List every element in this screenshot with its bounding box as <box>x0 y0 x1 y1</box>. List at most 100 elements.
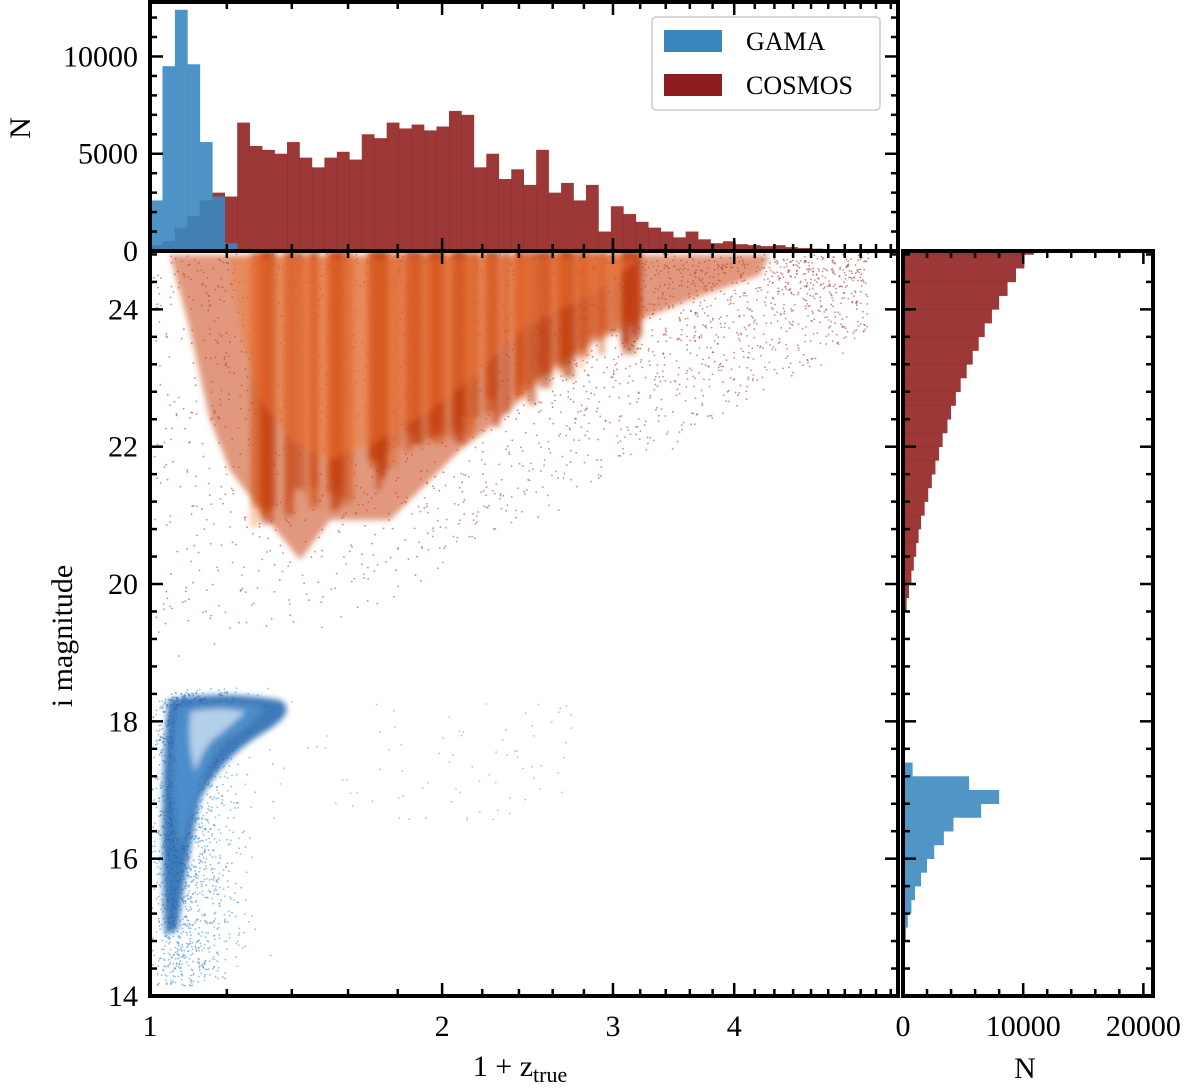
cosmos-point <box>463 498 466 501</box>
cosmos-point <box>586 454 589 457</box>
cosmos-point <box>453 476 456 478</box>
right-bar-cosmos <box>903 186 1076 200</box>
cosmos-point <box>657 420 660 422</box>
top-bar-cosmos <box>262 149 275 251</box>
cosmos-point <box>494 528 497 530</box>
cosmos-point <box>838 275 841 278</box>
cosmos-point <box>693 325 696 328</box>
gama-point <box>214 856 217 859</box>
cosmos-point <box>696 315 699 318</box>
cosmos-point <box>806 292 809 295</box>
cosmos-point <box>170 573 172 576</box>
gama-point <box>188 890 191 892</box>
cosmos-point <box>778 277 781 279</box>
cosmos-point <box>835 291 838 294</box>
cosmos-point <box>823 286 826 288</box>
gama-point <box>209 921 212 924</box>
cosmos-point <box>813 254 816 257</box>
cosmos-point <box>206 589 208 591</box>
gama-point <box>213 824 216 827</box>
gama-point <box>231 911 233 914</box>
gama-point <box>438 752 441 755</box>
cosmos-point <box>686 317 689 320</box>
cosmos-point <box>551 402 554 405</box>
cosmos-point <box>771 275 774 278</box>
gama-point <box>233 802 235 804</box>
gama-point <box>237 763 239 766</box>
gama-point <box>218 886 221 889</box>
gama-point <box>183 949 186 952</box>
cosmos-point <box>615 362 618 365</box>
cosmos-point <box>857 268 860 271</box>
cosmos-point <box>459 519 461 521</box>
gama-point <box>458 730 461 732</box>
gama-point <box>234 882 237 885</box>
cosmos-point <box>462 501 465 503</box>
top-bar-cosmos <box>573 200 587 251</box>
cosmos-point <box>170 303 173 306</box>
cosmos-point <box>256 587 259 590</box>
cosmos-point <box>694 330 697 333</box>
gama-point <box>160 957 162 960</box>
cosmos-point <box>165 463 168 466</box>
cosmos-point <box>537 516 540 518</box>
cosmos-point <box>557 477 559 480</box>
gama-point <box>197 975 200 978</box>
cosmos-point <box>821 270 824 273</box>
cosmos-point <box>524 493 526 495</box>
cosmos-point <box>638 438 641 440</box>
cosmos-point <box>774 303 777 306</box>
gama-point <box>160 923 163 926</box>
cosmos-point <box>839 313 841 316</box>
gama-point <box>164 700 167 703</box>
gama-point <box>207 807 209 810</box>
cosmos-point <box>533 422 535 425</box>
cosmos-point <box>797 349 800 351</box>
gama-point <box>153 756 156 759</box>
cosmos-point <box>795 272 798 275</box>
gama-point <box>188 856 191 859</box>
gama-point <box>158 925 161 927</box>
gama-point <box>217 953 220 956</box>
top-bar-cosmos <box>723 241 736 251</box>
cosmos-point <box>857 279 859 282</box>
cosmos-point <box>170 285 173 288</box>
gama-point <box>324 747 327 749</box>
gama-point <box>256 694 259 697</box>
gama-point <box>268 748 271 751</box>
top-bar-cosmos <box>598 231 612 251</box>
cosmos-point <box>850 270 853 273</box>
cosmos-point <box>792 263 795 266</box>
gama-point <box>245 871 248 874</box>
cosmos-point <box>664 329 667 332</box>
gama-point <box>195 948 198 951</box>
gama-point <box>162 706 164 709</box>
cosmos-point <box>614 379 617 382</box>
cosmos-point <box>500 478 503 481</box>
gama-point <box>175 965 178 968</box>
top-bar-cosmos <box>772 245 786 251</box>
gama-point <box>209 863 212 866</box>
gama-point <box>208 809 211 812</box>
cosmos-point <box>713 360 716 363</box>
cosmos-point <box>814 292 817 295</box>
cosmos-point <box>834 273 836 276</box>
cosmos-point <box>188 441 191 443</box>
cosmos-point <box>659 318 662 320</box>
cosmos-point <box>733 378 736 380</box>
cosmos-point <box>569 428 571 431</box>
cosmos-point <box>361 553 363 556</box>
cosmos-point <box>713 340 716 342</box>
gama-point <box>155 714 158 716</box>
cosmos-point <box>830 269 833 271</box>
cosmos-point <box>742 350 744 353</box>
cosmos-point <box>418 541 420 544</box>
cosmos-point <box>419 510 422 513</box>
cosmos-point <box>540 446 542 449</box>
cosmos-point <box>481 442 484 444</box>
cosmos-point <box>397 585 400 588</box>
top-bar-cosmos <box>311 167 325 251</box>
cosmos-point <box>701 404 704 407</box>
cosmos-point <box>752 358 755 360</box>
gama-point <box>203 878 206 881</box>
